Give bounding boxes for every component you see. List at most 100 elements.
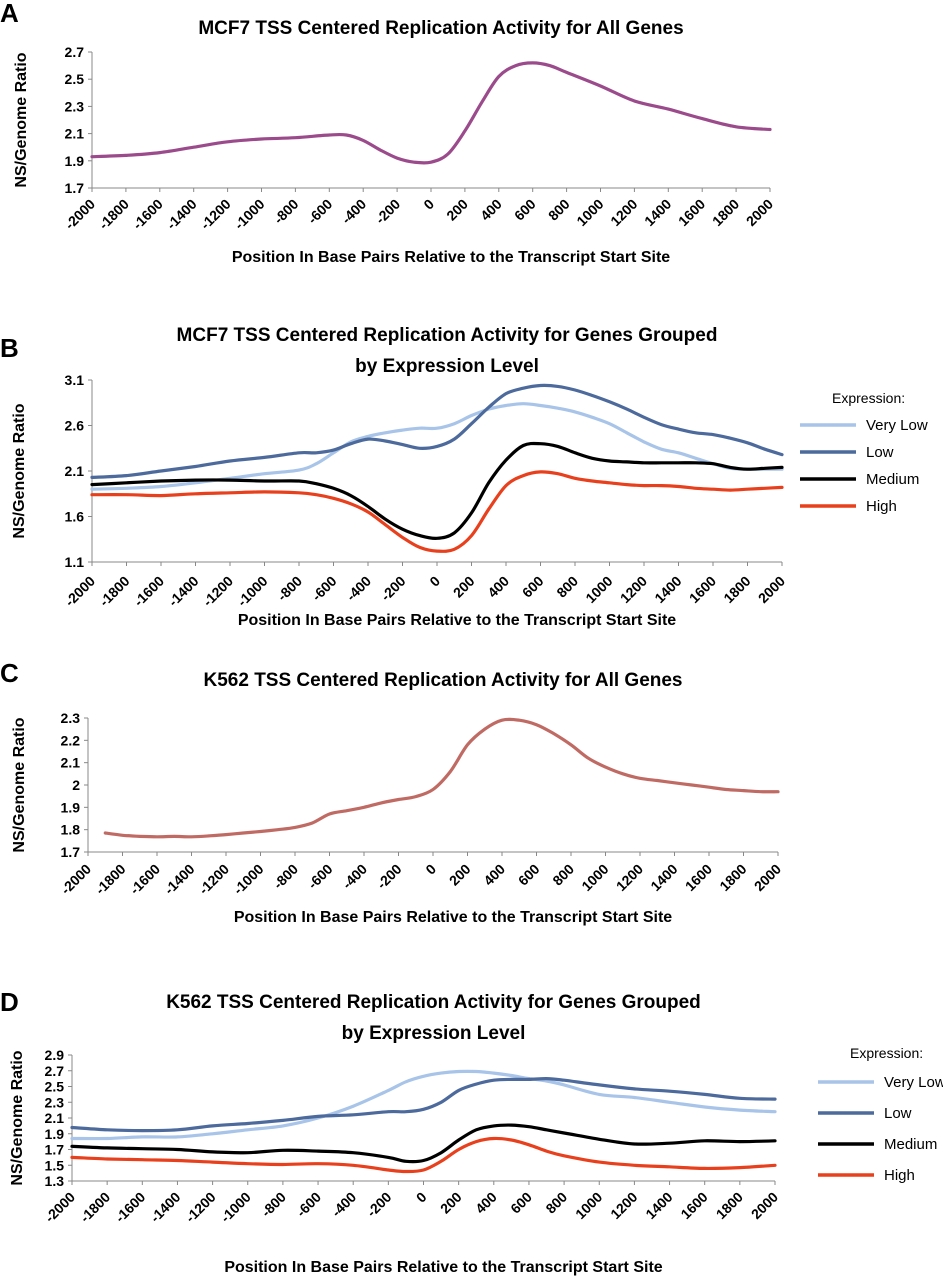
x-tick-label: 400	[480, 861, 508, 889]
x-tick-label: -1000	[231, 196, 268, 233]
y-tick-label: 2.7	[65, 44, 85, 60]
series-line-high	[90, 470, 784, 553]
y-tick-label: 2.1	[45, 1110, 65, 1126]
x-axis-title: Position In Base Pairs Relative to the T…	[238, 612, 676, 629]
legend-label: Low	[866, 444, 894, 461]
x-tick-label: 0	[413, 1189, 430, 1206]
y-tick-label: 2.1	[65, 463, 85, 479]
series-line-all-genes	[103, 717, 780, 839]
y-axis-title: NS/Genome Ratio	[11, 403, 28, 538]
x-tick-label: -1200	[197, 196, 234, 233]
x-tick-label: 800	[553, 573, 581, 601]
y-tick-label: 2.3	[61, 710, 81, 726]
y-tick-label: 2.2	[61, 732, 81, 748]
y-tick-label: 3.1	[65, 372, 85, 388]
x-tick-label: 400	[477, 196, 505, 224]
x-tick-label: -400	[338, 196, 369, 227]
series-line-all-genes	[90, 61, 772, 165]
y-tick-label: 1.9	[45, 1126, 65, 1142]
x-tick-label: -1000	[230, 861, 267, 898]
x-tick-label: 1200	[607, 1189, 640, 1222]
x-tick-label: -400	[339, 861, 370, 892]
x-tick-label: -1000	[217, 1189, 254, 1226]
legend-title: Expression:	[850, 1045, 923, 1061]
x-tick-label: 0	[420, 196, 437, 213]
x-tick-label: 1600	[677, 1189, 710, 1222]
x-tick-label: 2000	[751, 861, 784, 894]
legend-label: Low	[884, 1105, 912, 1122]
legend-label: Medium	[866, 471, 919, 488]
panel-label: C	[0, 658, 19, 688]
x-tick-label: 1800	[709, 196, 742, 229]
x-axis-title: Position In Base Pairs Relative to the T…	[232, 249, 670, 266]
x-tick-label: 800	[545, 196, 573, 224]
x-tick-label: 200	[437, 1189, 465, 1217]
panel-d: D K562 TSS Centered Replication Activity …	[0, 987, 943, 1276]
y-axis-title: NS/Genome Ratio	[9, 1050, 26, 1185]
chart-title-line: MCF7 TSS Centered Replication Activity f…	[177, 325, 718, 346]
chart-title-line: MCF7 TSS Centered Replication Activity f…	[198, 18, 683, 39]
x-tick-label: -600	[293, 1189, 324, 1220]
chart-title-line: K562 TSS Centered Replication Activity f…	[166, 992, 701, 1013]
x-tick-label: -2000	[57, 861, 94, 898]
x-tick-label: -800	[274, 573, 305, 604]
y-tick-label: 2.7	[45, 1063, 65, 1079]
legend-label: Very Low	[884, 1074, 943, 1091]
x-tick-label: -1400	[163, 196, 200, 233]
x-tick-label: -1200	[182, 1189, 219, 1226]
y-tick-label: 2.1	[65, 126, 85, 142]
x-axis-title: Position In Base Pairs Relative to the T…	[224, 1259, 662, 1276]
legend: Expression: Very Low Low Medium High	[800, 390, 928, 515]
legend-label: High	[884, 1167, 915, 1184]
x-tick-label: 1400	[641, 196, 674, 229]
x-tick-label: -1400	[165, 573, 202, 610]
panel-label: A	[0, 0, 19, 28]
series-line-low	[70, 1076, 777, 1133]
x-tick-label: 1400	[642, 1189, 675, 1222]
x-axis-title: Position In Base Pairs Relative to the T…	[234, 909, 672, 926]
y-tick-label: 1.1	[65, 554, 85, 570]
x-tick-label: 1200	[607, 196, 640, 229]
x-tick-label: 1200	[613, 861, 646, 894]
legend-label: Very Low	[866, 417, 928, 434]
x-tick-label: -800	[258, 1189, 289, 1220]
x-tick-label: -1200	[199, 573, 236, 610]
chart-title-line: K562 TSS Centered Replication Activity f…	[204, 670, 683, 691]
x-tick-label: 0	[426, 573, 443, 590]
y-tick-label: 2.5	[45, 1079, 65, 1095]
y-tick-label: 1.7	[45, 1142, 65, 1158]
x-tick-label: -400	[328, 1189, 359, 1220]
x-tick-label: 600	[507, 1189, 535, 1217]
x-tick-label: -1200	[195, 861, 232, 898]
y-tick-label: 2.9	[45, 1047, 65, 1063]
x-tick-label: 1000	[572, 1189, 605, 1222]
x-tick-label: -200	[372, 196, 403, 227]
panel-a: A MCF7 TSS Centered Replication Activity …	[0, 0, 776, 266]
x-tick-label: 0	[422, 861, 439, 878]
x-tick-label: 1600	[682, 861, 715, 894]
legend: Expression: Very Low Low Medium High	[818, 1045, 943, 1184]
y-axis-title: NS/Genome Ratio	[11, 717, 28, 852]
x-tick-label: 1600	[686, 573, 719, 606]
x-tick-label: 200	[450, 573, 478, 601]
x-tick-label: -1400	[147, 1189, 184, 1226]
x-tick-label: -600	[304, 861, 335, 892]
x-tick-label: -600	[304, 196, 335, 227]
x-tick-label: 1800	[713, 1189, 746, 1222]
x-tick-label: 1200	[617, 573, 650, 606]
x-tick-label: 600	[511, 196, 539, 224]
panel-b: B MCF7 TSS Centered Replication Activity …	[0, 325, 928, 629]
series-line-medium	[70, 1123, 777, 1164]
y-tick-label: 2	[72, 777, 80, 793]
x-tick-label: 1800	[720, 573, 753, 606]
series-line-very-low	[70, 1069, 777, 1141]
x-tick-label: -200	[377, 573, 408, 604]
x-tick-label: 800	[542, 1189, 570, 1217]
y-tick-label: 2.1	[61, 755, 81, 771]
x-tick-label: 1400	[647, 861, 680, 894]
x-tick-label: -200	[363, 1189, 394, 1220]
x-tick-label: 1000	[573, 196, 606, 229]
x-tick-label: -1600	[129, 196, 166, 233]
x-tick-label: 600	[519, 573, 547, 601]
y-tick-label: 1.6	[65, 509, 85, 525]
